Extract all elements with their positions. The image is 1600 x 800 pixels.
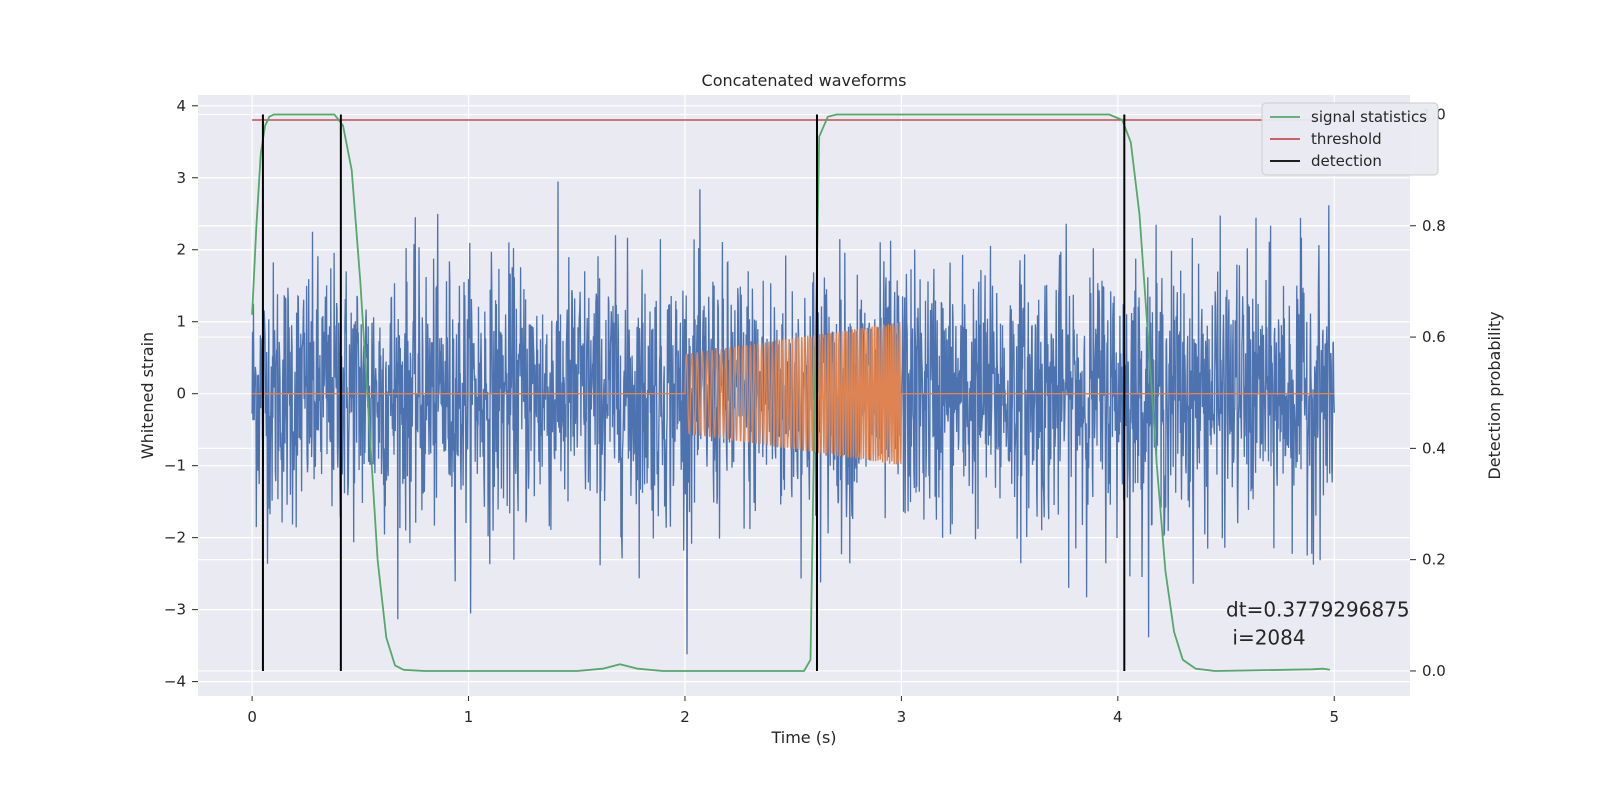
y-tick-label-left: −3 (164, 601, 186, 619)
series-layer (251, 113, 1335, 672)
y-tick-label-right: 0.2 (1422, 551, 1446, 569)
annotation-index: i=2084 (1226, 626, 1306, 650)
legend-label: detection (1311, 152, 1382, 170)
legend-label: threshold (1311, 130, 1382, 148)
y-tick-label-left: 2 (176, 241, 186, 259)
y-tick-label-right: 0.4 (1422, 439, 1446, 457)
x-tick-label: 1 (464, 708, 474, 726)
y-tick-label-left: 1 (176, 313, 186, 331)
x-tick-label: 3 (897, 708, 907, 726)
y-tick-label-right: 0.8 (1422, 217, 1446, 235)
y-tick-label-left: −1 (164, 457, 186, 475)
chart-title: Concatenated waveforms (702, 71, 907, 90)
y-tick-label-left: 3 (176, 169, 186, 187)
annotation-dt: dt=0.3779296875 (1226, 598, 1410, 622)
legend-label: signal statistics (1311, 108, 1427, 126)
y-tick-label-left: −4 (164, 673, 186, 691)
injection-series-line (252, 322, 1335, 465)
x-tick-label: 5 (1329, 708, 1339, 726)
legend: signal statistics threshold detection (1261, 102, 1439, 176)
y-tick-label-left: 4 (176, 97, 186, 115)
legend-box (1261, 102, 1439, 176)
annotation-text: dt=0.3779296875 i=2084 (1226, 598, 1410, 650)
y-tick-label-right: 0.0 (1422, 662, 1446, 680)
x-tick-label: 4 (1113, 708, 1123, 726)
x-axis-label: Time (s) (770, 728, 836, 747)
y-tick-label-right: 0.6 (1422, 328, 1446, 346)
y-tick-label-left: 0 (176, 385, 186, 403)
x-tick-label: 0 (247, 708, 257, 726)
y-axis-label-left: Whitened strain (138, 332, 157, 459)
y-axis-label-right: Detection probability (1485, 311, 1504, 479)
x-tick-label: 2 (680, 708, 690, 726)
y-tick-label-left: −2 (164, 529, 186, 547)
